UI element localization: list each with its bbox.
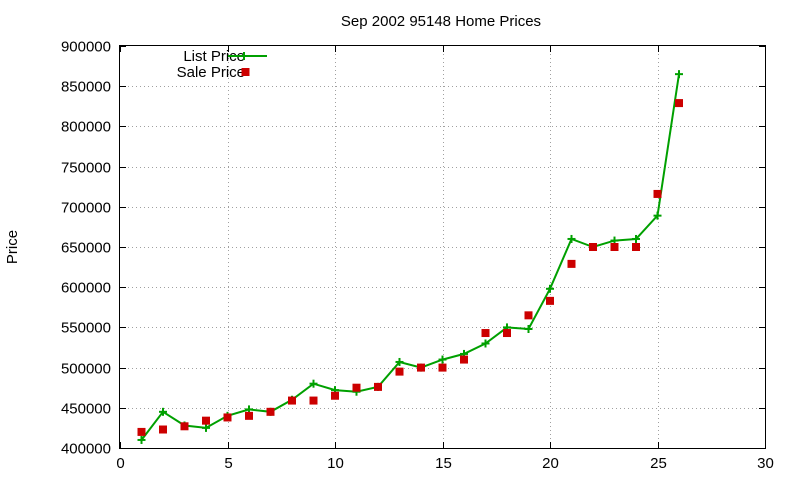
legend-entry: List Price — [183, 48, 267, 65]
series-list-price — [137, 70, 683, 444]
chart-title: Sep 2002 95148 Home Prices — [341, 13, 541, 30]
sale-price-point — [460, 355, 468, 364]
sale-price-point — [374, 382, 382, 391]
y-tick-label: 900000 — [61, 39, 111, 56]
series-layer — [137, 70, 683, 444]
list-price-point — [395, 357, 404, 366]
sale-price-point — [610, 243, 619, 251]
sale-price-point — [567, 259, 576, 268]
sale-price-point — [481, 329, 490, 338]
legend-square-key — [241, 68, 250, 76]
sale-price-point — [202, 416, 210, 425]
sale-price-point — [524, 311, 533, 320]
sale-price-point — [180, 422, 189, 431]
y-tick-label: 400000 — [61, 441, 111, 458]
list-price-point — [524, 325, 533, 334]
sale-price-point — [503, 329, 511, 338]
legend-cross-key — [240, 52, 248, 60]
sale-price-point — [395, 367, 404, 376]
list-price-point — [675, 70, 683, 79]
sale-price-point — [223, 413, 232, 422]
list-price-point — [137, 435, 146, 444]
list-price-point — [481, 339, 490, 348]
sale-price-point — [438, 363, 447, 372]
y-tick-label: 650000 — [61, 240, 111, 257]
x-tick-label: 15 — [435, 455, 452, 472]
y-tick-label: 850000 — [61, 79, 111, 96]
y-tick-label: 800000 — [61, 119, 111, 136]
sale-price-point — [352, 383, 361, 392]
y-tick-label: 550000 — [61, 320, 111, 337]
sale-price-point — [159, 425, 167, 434]
y-tick-label: 500000 — [61, 361, 111, 378]
x-tick-label: 10 — [327, 455, 344, 472]
x-tick-label: 25 — [650, 455, 667, 472]
list-price-point — [632, 234, 640, 243]
x-tick-label: 5 — [224, 455, 232, 472]
y-tick-label: 450000 — [61, 401, 111, 418]
sale-price-point — [245, 411, 253, 420]
sale-price-point — [675, 99, 683, 108]
sale-price-point — [632, 243, 640, 251]
legend-label: List Price — [183, 48, 245, 65]
list-price-point — [309, 379, 318, 388]
sale-price-point — [137, 427, 146, 436]
x-tick-label: 0 — [116, 455, 124, 472]
grid-lines — [120, 46, 765, 448]
sale-price-point — [288, 396, 296, 405]
y-tick-label: 700000 — [61, 200, 111, 217]
list-price-point — [438, 355, 447, 364]
list-price-point — [653, 211, 662, 220]
plot-frame — [119, 45, 766, 449]
y-tick-label: 600000 — [61, 280, 111, 297]
sale-price-point — [266, 407, 275, 416]
sale-price-point — [589, 243, 597, 251]
list-price-point — [202, 423, 210, 432]
sale-price-point — [546, 296, 554, 305]
list-price-line — [140, 73, 680, 441]
sale-price-point — [417, 363, 425, 372]
y-tick-label: 750000 — [61, 160, 111, 177]
y-axis-label: Price — [4, 230, 21, 264]
sale-price-point — [653, 189, 662, 198]
x-tick-label: 30 — [757, 455, 774, 472]
legend-label: Sale Price — [177, 64, 245, 81]
list-price-point — [546, 284, 554, 293]
x-tick-label: 20 — [542, 455, 559, 472]
axes: 0 5 10 15 20 25 30 400000 450000 500000 550000 6000… — [61, 39, 774, 473]
sale-price-point — [331, 391, 339, 400]
sale-price-point — [309, 396, 318, 405]
list-price-point — [567, 234, 576, 243]
list-price-point — [159, 407, 167, 416]
series-sale-price — [137, 99, 683, 436]
legend-entry: Sale Price — [177, 64, 250, 81]
